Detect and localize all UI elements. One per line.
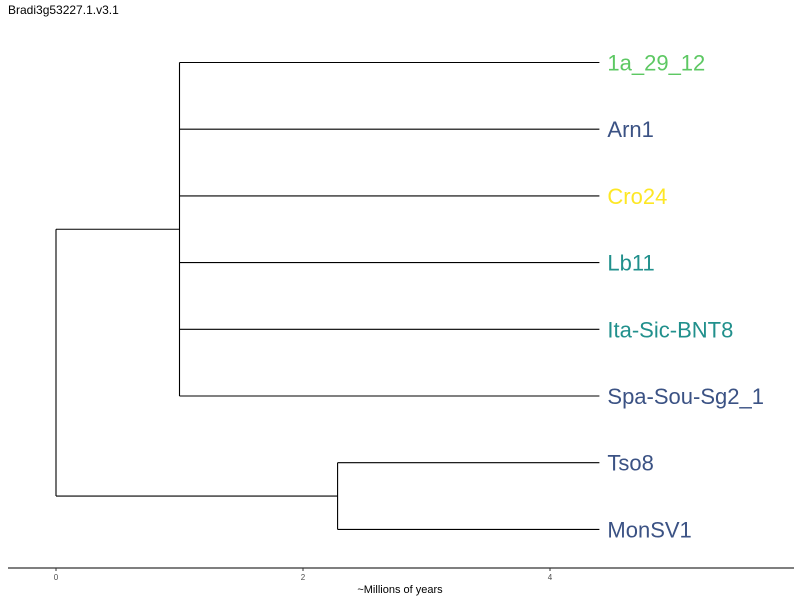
figure-title: Bradi3g53227.1.v3.1 bbox=[8, 3, 119, 17]
axis-title: ~Millions of years bbox=[357, 584, 443, 596]
tip-label: Ita-Sic-BNT8 bbox=[607, 317, 733, 342]
time-axis: 0 2 4 ~Millions of years bbox=[8, 567, 794, 596]
tip-label: Tso8 bbox=[607, 451, 653, 476]
axis-tick-label: 0 bbox=[54, 573, 59, 582]
tip-label: 1a_29_12 bbox=[607, 51, 705, 76]
tip-label: Spa-Sou-Sg2_1 bbox=[607, 384, 764, 409]
tip-label: Arn1 bbox=[607, 117, 653, 142]
tip-label: Cro24 bbox=[607, 184, 667, 209]
tip-label: MonSV1 bbox=[607, 517, 691, 542]
tip-label: Lb11 bbox=[607, 251, 654, 276]
axis-tick-label: 2 bbox=[301, 573, 306, 582]
axis-tick-label: 4 bbox=[548, 573, 553, 582]
tip-labels: 1a_29_12 Arn1 Cro24 Lb11 Ita-Sic-BNT8 Spa-Sou… bbox=[607, 51, 764, 543]
tree-branches bbox=[55, 61, 600, 530]
